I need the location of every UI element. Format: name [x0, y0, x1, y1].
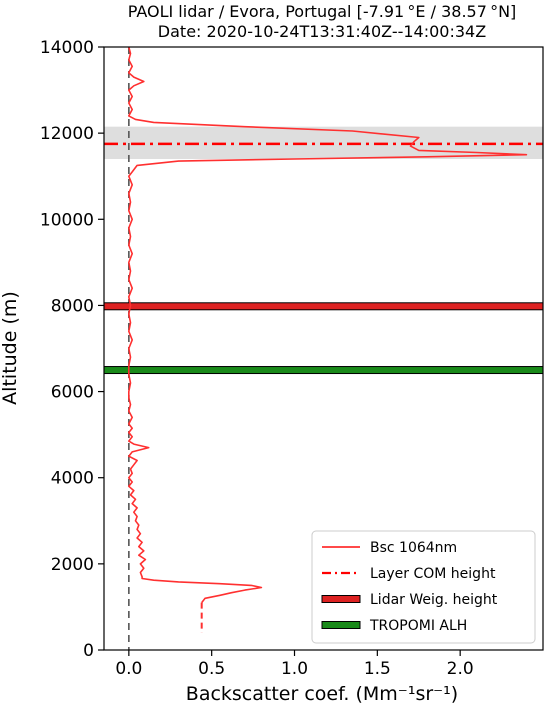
legend-swatch-lidar-weig-height	[321, 595, 361, 603]
y-tick-label: 4000	[51, 469, 94, 489]
hline-tropomi-alh	[104, 366, 543, 375]
legend-box	[311, 530, 536, 644]
y-tick-label: 10000	[40, 210, 94, 230]
y-axis-label: Altitude (m)	[0, 291, 21, 405]
axes-layer: 0.0 0.5 1.0 1.5 2.0 0 2000 4000 6000 8000 10000 120…	[40, 38, 474, 679]
legend-label: Lidar Weig. height	[370, 592, 498, 608]
y-tick-label: 2000	[51, 555, 94, 575]
x-tick-label: 2.0	[447, 659, 474, 679]
x-tick-label: 0.0	[115, 659, 142, 679]
chart-title-line2: Date: 2020-10-24T13:31:40Z--14:00:34Z	[158, 22, 486, 41]
x-tick-label: 1.5	[364, 659, 391, 679]
legend: Bsc 1064nm Layer COM height Lidar Weig. he…	[311, 530, 536, 644]
legend-swatch-tropomi-alh	[321, 621, 361, 629]
y-tick-label: 6000	[51, 383, 94, 403]
y-tick-label: 12000	[40, 124, 94, 144]
legend-label: Layer COM height	[370, 566, 496, 582]
y-tick-label: 0	[83, 641, 94, 661]
chart-title-line1: PAOLI lidar / Evora, Portugal [-7.91 °E …	[128, 2, 517, 21]
series-line-0	[128, 47, 528, 604]
x-tick-label: 1.0	[281, 659, 308, 679]
legend-label: TROPOMI ALH	[369, 618, 467, 634]
x-tick-label: 0.5	[198, 659, 225, 679]
legend-label: Bsc 1064nm	[370, 540, 457, 556]
x-axis-label: Backscatter coef. (Mm⁻¹sr⁻¹)	[186, 683, 458, 705]
y-tick-label: 14000	[40, 38, 94, 58]
plot-lines-layer	[104, 47, 543, 633]
plot-frame	[103, 46, 544, 651]
hline-lidar-weig-height	[104, 302, 543, 311]
y-tick-label: 8000	[51, 296, 94, 316]
